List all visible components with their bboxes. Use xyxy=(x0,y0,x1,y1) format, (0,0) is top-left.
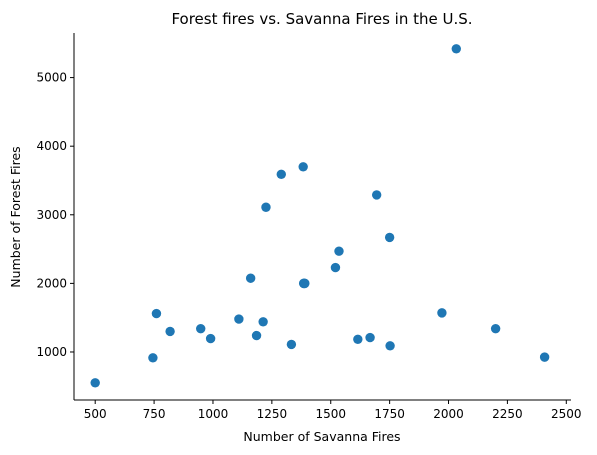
data-point xyxy=(371,190,382,200)
y-tick-label: 2000 xyxy=(36,276,67,290)
data-point xyxy=(245,273,256,283)
data-point xyxy=(151,308,162,319)
data-point xyxy=(384,232,395,243)
data-point xyxy=(330,262,341,273)
data-point xyxy=(90,378,100,388)
data-point xyxy=(451,44,461,54)
x-axis-label: Number of Savanna Fires xyxy=(243,429,400,444)
y-tick-label: 5000 xyxy=(36,71,67,85)
x-tick-label: 2250 xyxy=(492,407,523,421)
data-point xyxy=(334,246,344,256)
data-points xyxy=(90,44,550,388)
chart-title: Forest fires vs. Savanna Fires in the U.… xyxy=(171,10,472,28)
data-point xyxy=(165,326,175,337)
x-tick-label: 1500 xyxy=(315,407,346,421)
y-tick-label: 4000 xyxy=(36,139,67,153)
x-tick-label: 500 xyxy=(84,407,107,421)
data-point xyxy=(148,353,158,363)
x-tick-label: 2500 xyxy=(551,407,582,421)
data-point xyxy=(261,202,271,212)
data-point xyxy=(196,323,206,334)
axes xyxy=(73,33,571,401)
data-point xyxy=(234,314,244,324)
data-point xyxy=(437,308,447,318)
data-point xyxy=(298,162,308,172)
data-point xyxy=(276,169,286,180)
data-point xyxy=(258,317,268,327)
x-tick-label: 1750 xyxy=(374,407,405,421)
y-tick-label: 3000 xyxy=(36,208,67,222)
data-point xyxy=(539,352,550,362)
data-point xyxy=(490,323,501,334)
y-axis-ticks: 1000 2000 3000 4000 5000 xyxy=(36,71,74,359)
x-tick-label: 1000 xyxy=(198,407,229,421)
y-axis-label: Number of Forest Fires xyxy=(8,146,23,287)
data-point xyxy=(300,278,310,289)
x-tick-label: 1250 xyxy=(257,407,288,421)
x-tick-label: 750 xyxy=(143,407,166,421)
data-point xyxy=(353,334,363,344)
data-point xyxy=(251,330,262,341)
data-point xyxy=(286,339,297,350)
data-point xyxy=(385,341,395,351)
x-axis-ticks: 500 750 1000 1250 1500 1750 2000 2250 2500 xyxy=(84,400,582,421)
data-point xyxy=(365,332,375,343)
y-tick-label: 1000 xyxy=(36,345,67,359)
data-point xyxy=(205,333,216,344)
x-tick-label: 2000 xyxy=(433,407,464,421)
